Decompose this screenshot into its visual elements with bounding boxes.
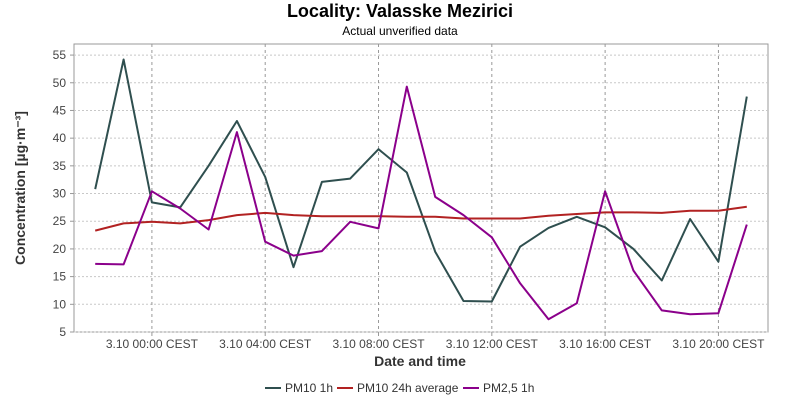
y-gridlines — [70, 54, 768, 333]
y-tick-label: 55 — [53, 48, 67, 62]
y-axis-label: Concentration [µg·m⁻³] — [12, 111, 28, 265]
y-tick-label: 45 — [53, 103, 67, 117]
series-line-1 — [94, 58, 748, 303]
y-tick-label: 50 — [53, 76, 67, 90]
y-tick-label: 35 — [53, 159, 67, 173]
legend-label: PM2,5 1h — [483, 381, 534, 395]
x-tick-label: 3.10 04:00 CEST — [219, 337, 312, 351]
legend-label: PM10 24h average — [357, 381, 459, 395]
x-tick-label: 3.10 12:00 CEST — [446, 337, 539, 351]
x-tick-label: 3.10 08:00 CEST — [332, 337, 425, 351]
y-tick-label: 40 — [53, 131, 67, 145]
legend-label: PM10 1h — [285, 381, 333, 395]
chart-subtitle: Actual unverified data — [342, 24, 458, 38]
y-tick-labels: 5 10 15 20 25 30 35 40 45 50 55 — [53, 48, 67, 339]
x-tick-labels: 3.10 00:00 CEST 3.10 04:00 CEST 3.10 08:00… — [106, 337, 765, 351]
series-line-3 — [95, 85, 748, 321]
series-line-2 — [94, 205, 747, 232]
y-tick-label: 5 — [59, 325, 66, 339]
y-tick-label: 15 — [53, 270, 67, 284]
y-tick-label: 30 — [53, 187, 67, 201]
x-axis-label: Date and time — [374, 353, 466, 369]
x-tick-label: 3.10 00:00 CEST — [106, 337, 199, 351]
y-tick-label: 20 — [53, 242, 67, 256]
x-tick-label: 3.10 16:00 CEST — [559, 337, 652, 351]
series-lines — [94, 58, 748, 321]
plot-area — [73, 43, 769, 333]
x-tick-label: 3.10 20:00 CEST — [672, 337, 765, 351]
y-tick-label: 10 — [53, 297, 67, 311]
legend: PM10 1h PM10 24h average PM2,5 1h — [265, 381, 534, 395]
y-tick-label: 25 — [53, 214, 67, 228]
chart-title: Locality: Valasske Mezirici — [287, 1, 513, 21]
x-gridlines — [151, 44, 719, 336]
